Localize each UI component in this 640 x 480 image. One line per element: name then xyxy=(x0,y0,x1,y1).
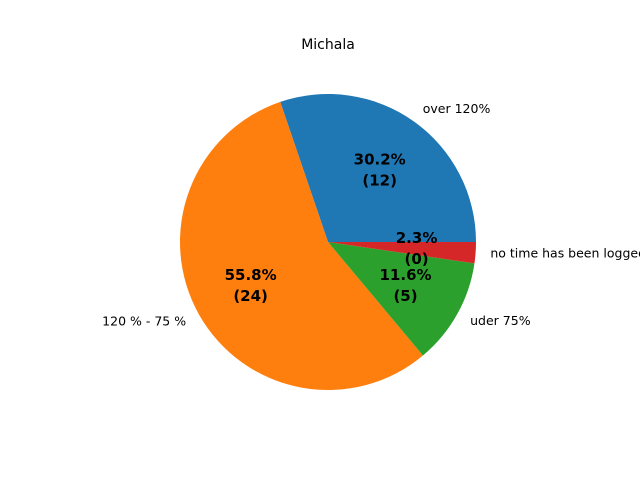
pie-slices xyxy=(179,94,476,391)
slice-count-label: (0) xyxy=(404,250,428,268)
slice-percent-label: 30.2% xyxy=(354,150,406,168)
slice-count-label: (12) xyxy=(362,171,397,189)
slice-percent-label: 11.6% xyxy=(380,266,432,284)
slice-labels: over 120% 120 % - 75 % uder 75% no time has… xyxy=(102,101,640,328)
pie-slice-2 xyxy=(179,101,423,391)
slice-label: uder 75% xyxy=(470,313,531,328)
chart-title: Michala xyxy=(301,37,355,53)
slice-label: no time has been logged xyxy=(490,245,640,260)
pie-slice-4 xyxy=(328,242,476,264)
slice-percent-label: 2.3% xyxy=(396,229,438,247)
slice-percent-label: 55.8% xyxy=(225,266,277,284)
pie-slice-3 xyxy=(328,242,475,356)
slice-count-label: (24) xyxy=(233,287,268,305)
percent-labels: 30.2% (12) 55.8% (24) 11.6% (5) 2.3% (0) xyxy=(225,150,438,305)
pie-slice-1 xyxy=(280,94,476,242)
slice-label: 120 % - 75 % xyxy=(102,313,186,328)
slice-label: over 120% xyxy=(423,101,491,116)
slice-count-label: (5) xyxy=(393,287,417,305)
